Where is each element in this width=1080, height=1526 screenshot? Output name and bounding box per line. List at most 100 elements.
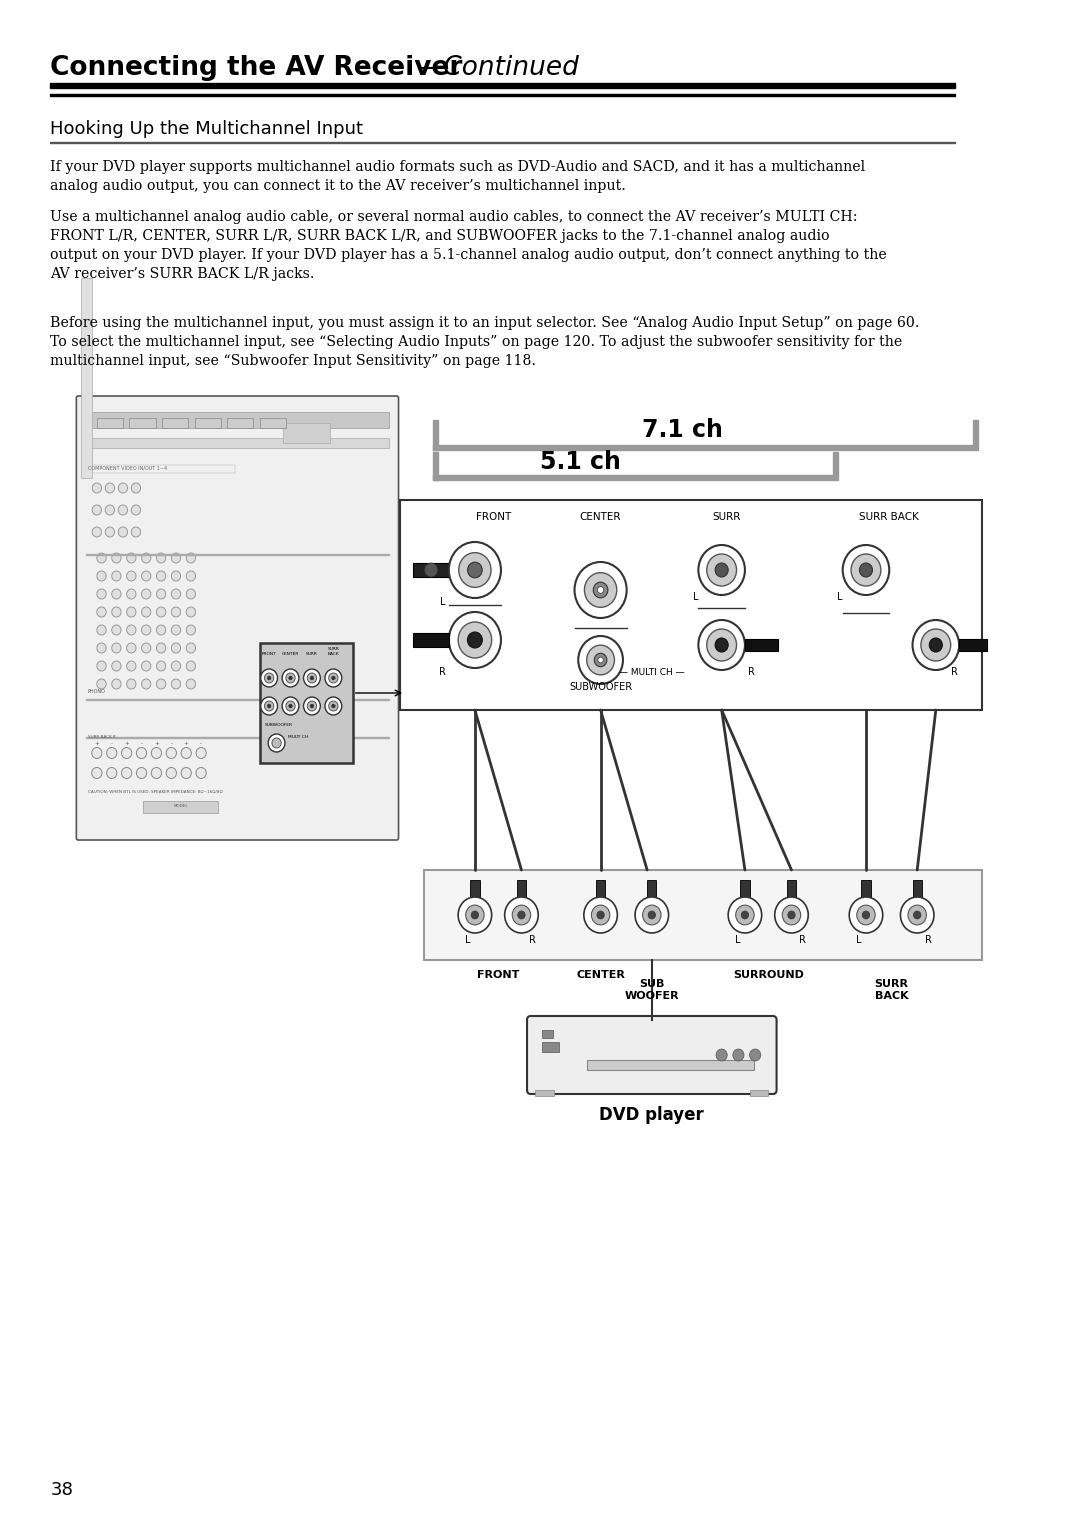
Circle shape [598,658,604,662]
Circle shape [157,661,165,671]
Text: L: L [837,592,842,601]
Circle shape [303,697,321,716]
Circle shape [126,642,136,653]
Circle shape [172,552,180,563]
Circle shape [141,626,151,635]
Circle shape [575,562,626,618]
Text: 7.1 ch: 7.1 ch [643,418,724,443]
Circle shape [141,552,151,563]
Circle shape [126,626,136,635]
Bar [414,563,449,577]
Circle shape [856,905,875,925]
Bar [194,418,220,427]
Text: R: R [438,667,446,678]
Circle shape [332,703,335,708]
Circle shape [597,586,604,594]
Circle shape [126,589,136,600]
Bar [433,420,437,450]
Circle shape [92,505,102,514]
Circle shape [122,768,132,778]
Circle shape [111,661,121,671]
Circle shape [126,679,136,690]
Circle shape [92,484,102,493]
Bar [423,870,983,960]
Bar [542,1042,558,1051]
Circle shape [118,526,127,537]
Circle shape [310,676,314,681]
Circle shape [111,589,121,600]
Bar [745,639,779,652]
Circle shape [157,679,165,690]
Circle shape [136,748,147,758]
Circle shape [774,897,808,932]
Circle shape [517,911,525,919]
Circle shape [901,897,934,932]
Bar [414,633,449,647]
Circle shape [136,768,147,778]
Bar [97,418,123,427]
Circle shape [195,768,206,778]
Text: SURR BACK R: SURR BACK R [87,736,116,739]
Bar [51,95,956,96]
Circle shape [107,748,117,758]
Circle shape [141,679,151,690]
Circle shape [111,552,121,563]
Bar [260,418,286,427]
Circle shape [172,571,180,581]
Text: MODEL: MODEL [173,804,188,807]
Circle shape [97,642,106,653]
Bar [85,465,234,473]
Bar [542,1030,553,1038]
Circle shape [592,905,610,925]
Circle shape [172,661,180,671]
Circle shape [921,629,950,661]
Circle shape [118,484,127,493]
Circle shape [105,484,114,493]
Text: +: + [94,742,99,746]
Text: L: L [855,935,862,945]
Circle shape [97,661,106,671]
Bar [283,423,329,443]
Circle shape [512,905,530,925]
Circle shape [597,911,605,919]
Circle shape [126,661,136,671]
Circle shape [268,734,285,752]
Circle shape [288,703,293,708]
Circle shape [172,607,180,617]
Text: CENTER: CENTER [580,513,621,522]
Circle shape [308,673,316,684]
Circle shape [706,554,737,586]
Text: SURR BACK: SURR BACK [860,513,919,522]
Circle shape [126,552,136,563]
Circle shape [186,589,195,600]
Circle shape [716,1048,727,1061]
Text: L: L [464,935,470,945]
Text: 38: 38 [51,1482,73,1499]
Circle shape [750,1048,760,1061]
Bar [433,475,834,481]
Circle shape [151,748,162,758]
Bar [81,278,92,478]
Text: SUBWOOFER: SUBWOOFER [569,682,632,691]
Bar [401,501,983,710]
Circle shape [913,620,959,670]
Circle shape [118,505,127,514]
Text: SURR: SURR [306,652,318,656]
Circle shape [308,700,316,711]
Circle shape [782,905,800,925]
Bar [227,418,254,427]
Circle shape [593,581,608,598]
Text: SURR
BACK: SURR BACK [327,647,339,656]
Circle shape [105,505,114,514]
Bar [162,418,188,427]
Text: SURR
BACK: SURR BACK [875,980,908,1001]
Bar [787,881,796,909]
Text: MULTI CH: MULTI CH [287,736,308,739]
Text: CENTER: CENTER [576,971,625,980]
Circle shape [141,589,151,600]
Circle shape [92,526,102,537]
Text: FRONT: FRONT [261,652,276,656]
Bar [862,881,870,909]
Circle shape [111,642,121,653]
Circle shape [126,607,136,617]
